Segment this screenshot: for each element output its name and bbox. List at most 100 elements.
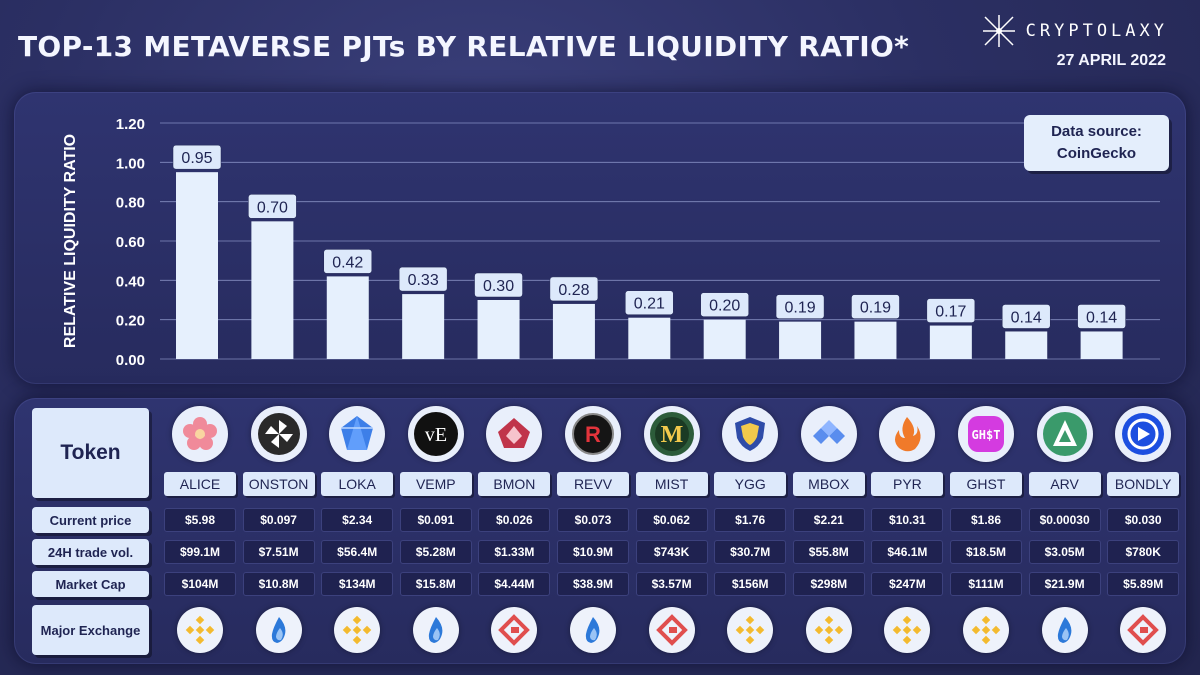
volume-cell: $30.7M — [714, 540, 787, 564]
data-label-box — [398, 266, 448, 292]
huobi-icon — [570, 607, 616, 653]
market-cap-cell: $3.57M — [635, 572, 708, 596]
data-label: 0.20 — [709, 298, 740, 315]
svg-text:R: R — [585, 422, 601, 447]
data-label: 0.17 — [935, 304, 966, 321]
data-label: 0.70 — [257, 199, 288, 216]
data-label-box — [323, 249, 373, 274]
huobi-icon — [1041, 607, 1088, 653]
gate-icon — [1120, 607, 1167, 653]
market-cap-cell: $5.89M — [1107, 572, 1180, 596]
bar — [854, 321, 897, 359]
y-tick-label: 0.60 — [116, 234, 145, 251]
data-label: 0.28 — [558, 282, 589, 299]
market-cap-cell: $298M — [792, 572, 865, 596]
monster-icon — [486, 406, 543, 462]
price-cell: $2.34 — [321, 508, 394, 532]
binance-icon — [727, 607, 774, 653]
bar — [779, 321, 822, 359]
market-cap-cell: $111M — [950, 572, 1022, 596]
bar — [477, 300, 520, 359]
bar — [1080, 331, 1123, 359]
crystal-icon — [329, 406, 386, 462]
data-label-box — [1077, 304, 1126, 329]
bar — [176, 172, 218, 359]
bond-icon — [1115, 406, 1172, 462]
bar — [552, 303, 595, 359]
flower-icon — [172, 406, 228, 462]
bar — [251, 221, 294, 359]
pinwheel-icon — [250, 406, 307, 462]
token-ticker: YGG — [714, 472, 787, 496]
y-tick-label: 1.20 — [116, 116, 145, 133]
data-label-box — [172, 144, 222, 170]
huobi-icon — [255, 607, 302, 653]
svg-text:GH$T: GH$T — [972, 428, 1001, 442]
svg-text:M: M — [660, 422, 683, 448]
token-ticker: MBOX — [792, 472, 865, 496]
token-ticker: GHST — [950, 472, 1022, 496]
price-cell: $5.98 — [164, 508, 236, 532]
price-cell: $0.062 — [635, 508, 708, 532]
binance-icon — [334, 607, 381, 653]
y-tick-label: 0.80 — [116, 195, 145, 212]
market-cap-cell: $247M — [871, 572, 944, 596]
market-cap-cell: $104M — [164, 572, 236, 596]
price-cell: $1.86 — [950, 508, 1022, 532]
price-cell: $0.030 — [1107, 508, 1180, 532]
r-icon: R — [565, 406, 621, 462]
market-cap-cell: $15.8M — [399, 572, 472, 596]
volume-cell: $18.5M — [950, 540, 1022, 564]
y-tick-label: 1.00 — [116, 155, 145, 172]
volume-cell: $780K — [1107, 540, 1180, 564]
market-cap-cell: $38.9M — [557, 572, 629, 596]
row-label-price: Current price — [32, 507, 149, 533]
data-label-box — [700, 292, 749, 317]
flame-icon — [879, 406, 936, 462]
volume-cell: $10.9M — [557, 540, 629, 564]
data-label: 0.14 — [1011, 309, 1042, 326]
y-axis-label: RELATIVE LIQUIDITY RATIO — [62, 134, 79, 348]
data-label: 0.19 — [785, 300, 816, 317]
brand: CRYPTOLAXY — [982, 14, 1168, 48]
token-ticker: MIST — [635, 472, 708, 496]
volume-cell: $5.28M — [399, 540, 472, 564]
volume-cell: $99.1M — [164, 540, 236, 564]
data-label-box — [549, 276, 599, 302]
row-label-token: Token — [32, 408, 149, 498]
data-label: 0.30 — [483, 278, 514, 295]
a-icon — [1036, 406, 1093, 462]
volume-cell: $55.8M — [792, 540, 865, 564]
svg-text:vE: vE — [425, 424, 447, 446]
bar — [628, 317, 671, 359]
market-cap-cell: $4.44M — [478, 572, 551, 596]
volume-cell: $56.4M — [321, 540, 394, 564]
gate-icon — [491, 607, 538, 653]
bar — [703, 319, 746, 359]
data-label-box — [1001, 304, 1051, 329]
token-ticker: ALICE — [164, 472, 236, 496]
row-label-volume: 24H trade vol. — [32, 539, 149, 565]
ve-icon: vE — [407, 406, 464, 462]
volume-cell: $7.51M — [242, 540, 315, 564]
report-date: 27 APRIL 2022 — [1056, 52, 1166, 69]
binance-icon — [805, 607, 852, 653]
volume-cell: $3.05M — [1028, 540, 1101, 564]
data-label-box — [625, 290, 674, 315]
binance-icon — [963, 607, 1009, 653]
token-ticker: LOKA — [321, 472, 394, 496]
binance-icon — [177, 607, 223, 653]
data-label-box — [851, 294, 900, 319]
bar — [326, 276, 369, 359]
data-label: 0.95 — [181, 150, 212, 167]
volume-cell: $743K — [635, 540, 708, 564]
ghost-icon: GH$T — [958, 406, 1014, 462]
data-source-label: Data source: — [1051, 123, 1142, 140]
row-label-exchange: Major Exchange — [32, 605, 149, 655]
star-logo-icon — [982, 15, 1015, 47]
token-ticker: PYR — [871, 472, 944, 496]
data-label-box — [775, 294, 825, 319]
box-icon — [800, 406, 857, 462]
page-title: TOP-13 METAVERSE PJTs BY RELATIVE LIQUID… — [18, 30, 910, 63]
data-source-name: CoinGecko — [1056, 145, 1137, 162]
